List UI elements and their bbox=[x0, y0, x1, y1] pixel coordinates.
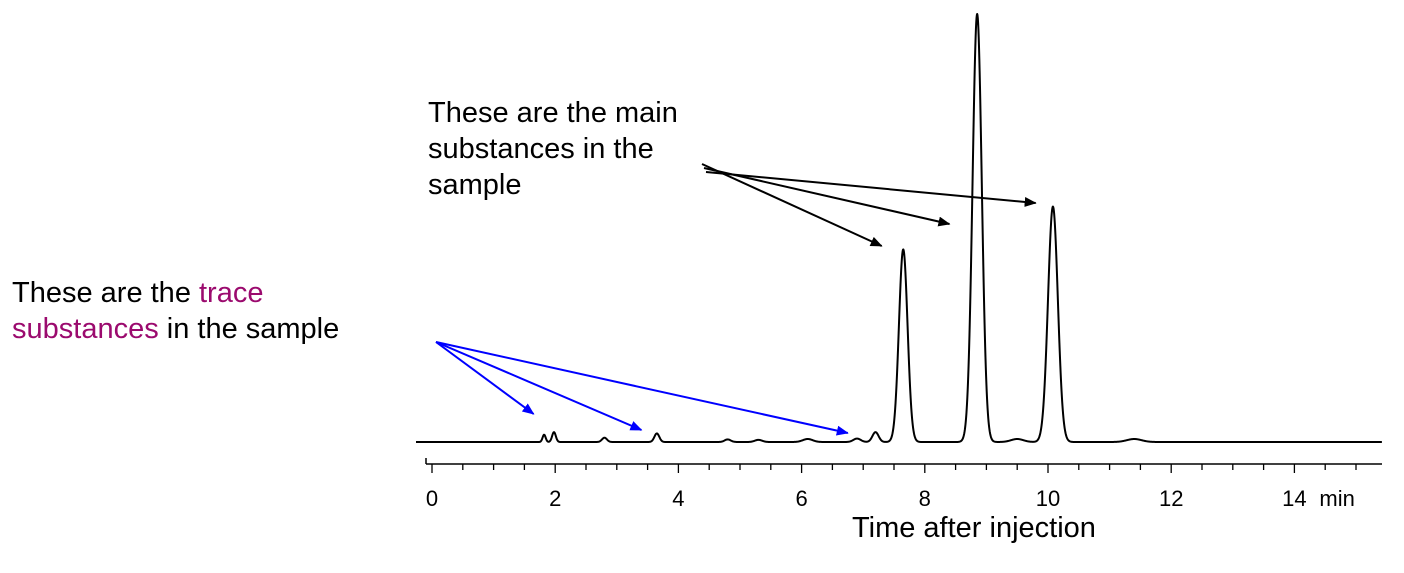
main-substance-arrow bbox=[703, 167, 951, 227]
main-substance-arrow bbox=[705, 171, 1037, 207]
x-tick-label: 0 bbox=[426, 486, 438, 511]
trace-annotation-accent: trace bbox=[199, 277, 264, 309]
trace-annotation-suffix: in the sample bbox=[158, 313, 340, 345]
main-substances-annotation: These are the main substances in the sam… bbox=[428, 95, 758, 203]
x-axis: 0 2 4 6 8 10 12 14 min bbox=[425, 458, 1382, 511]
trace-substance-arrow bbox=[435, 341, 643, 431]
x-tick-label: 6 bbox=[795, 486, 807, 511]
x-tick-label: 14 bbox=[1282, 486, 1306, 511]
x-axis-unit: min bbox=[1319, 486, 1354, 511]
x-tick-label: 8 bbox=[919, 486, 931, 511]
annotation-arrows bbox=[435, 163, 1037, 436]
x-tick-label: 2 bbox=[549, 486, 561, 511]
main-annotation-line-2: substances in the bbox=[428, 133, 654, 165]
chromatogram-trace bbox=[415, 13, 1383, 443]
x-tick-label: 10 bbox=[1036, 486, 1060, 511]
trace-annotation-line-2: substances in the sample bbox=[12, 311, 432, 347]
trace-annotation-prefix: These are the bbox=[12, 277, 199, 309]
x-tick-label: 12 bbox=[1159, 486, 1183, 511]
trace-substances-annotation: These are the trace substances in the sa… bbox=[12, 275, 432, 347]
trace-substance-arrow bbox=[435, 341, 849, 436]
trace-layer bbox=[415, 13, 1383, 443]
trace-annotation-accent-2: substances bbox=[12, 313, 159, 345]
x-tick-label: 4 bbox=[672, 486, 684, 511]
trace-annotation-line-1: These are the trace bbox=[12, 275, 432, 311]
x-axis-label: Time after injection bbox=[852, 512, 1096, 544]
main-annotation-line-3: sample bbox=[428, 169, 522, 201]
trace-substance-arrow bbox=[435, 341, 535, 415]
main-annotation-line-1: These are the main bbox=[428, 97, 678, 129]
main-substance-arrow bbox=[701, 163, 883, 247]
